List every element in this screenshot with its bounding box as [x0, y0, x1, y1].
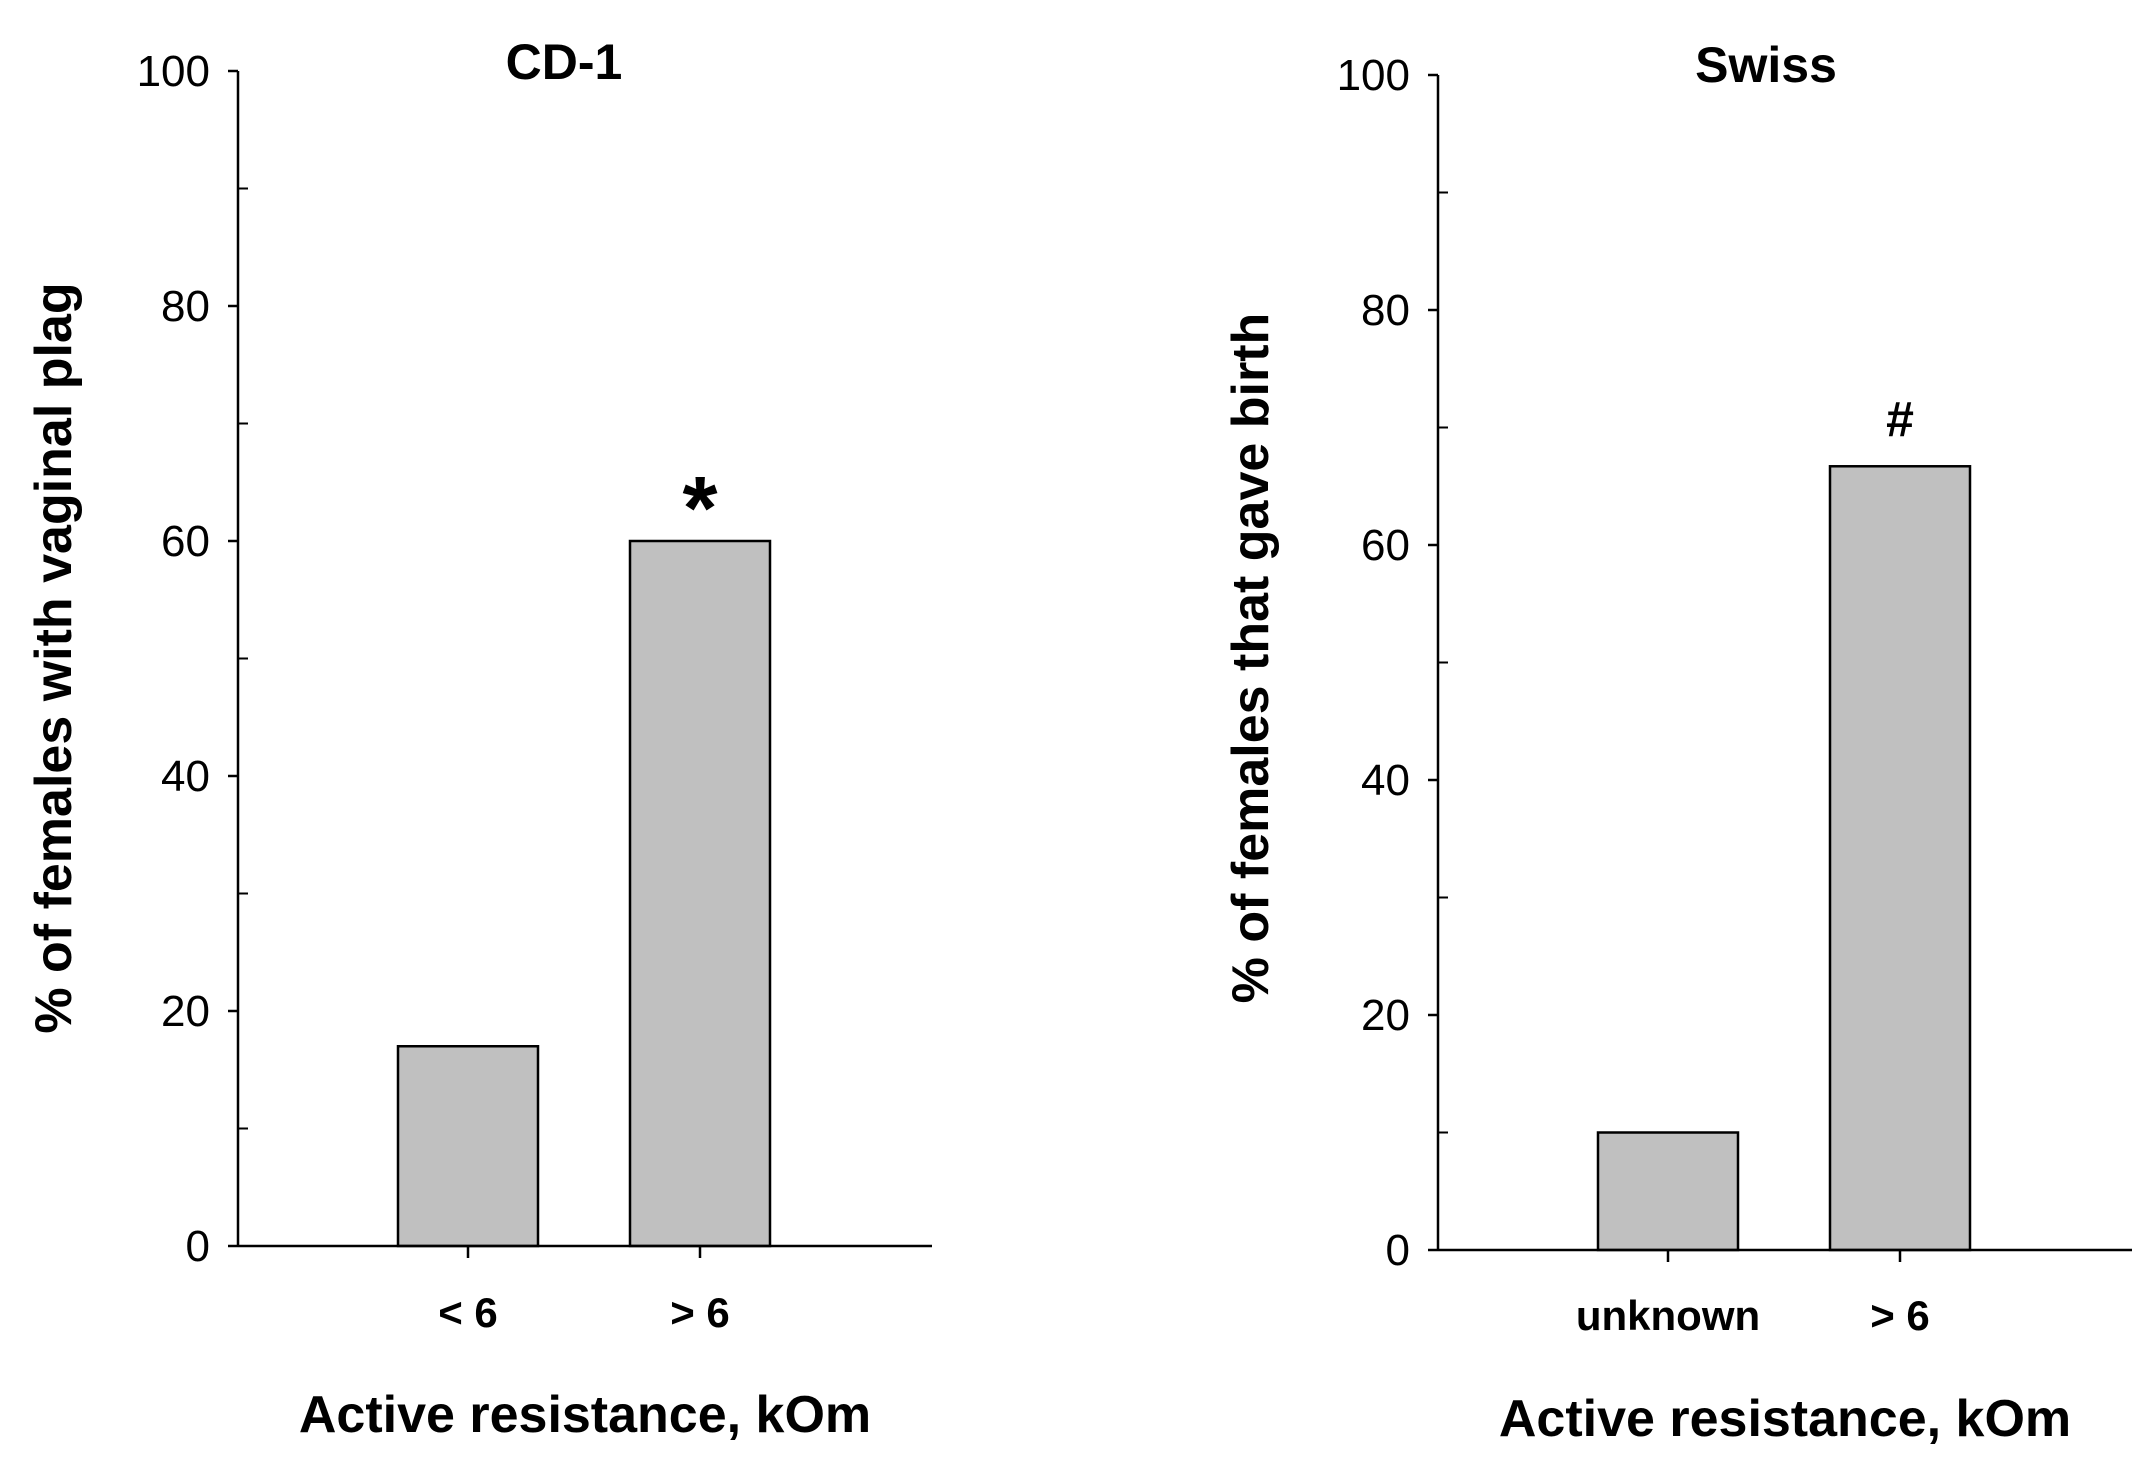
significance-marker: * [682, 459, 717, 559]
y-tick-label: 60 [161, 517, 210, 566]
x-tick-label: > 6 [1870, 1292, 1930, 1339]
y-tick-label: 0 [1386, 1226, 1410, 1275]
y-tick-label: 20 [1361, 991, 1410, 1040]
chart-panel-swiss: 0 20 40 60 80 100 unknown > 6 # Swiss % of females… [1222, 37, 2132, 1448]
x-tick-label: < 6 [438, 1289, 498, 1336]
bar-1 [1596, 1131, 1740, 1252]
y-tick-label: 80 [1361, 286, 1410, 335]
chart-title: Swiss [1695, 37, 1837, 93]
bar-2 [628, 539, 772, 1248]
x-tick-label: > 6 [670, 1289, 730, 1336]
significance-marker: # [1886, 391, 1914, 447]
x-tick-label: unknown [1576, 1292, 1760, 1339]
x-axis-title: Active resistance, kOm [1499, 1390, 2071, 1448]
y-axis-title: % of females with vaginal plag [25, 282, 83, 1033]
y-tick-label: 0 [186, 1222, 210, 1271]
y-tick-label: 80 [161, 282, 210, 331]
bar-1 [396, 1045, 540, 1248]
x-axis-title: Active resistance, kOm [299, 1386, 871, 1444]
y-tick-label: 40 [161, 752, 210, 801]
y-tick-label: 40 [1361, 756, 1410, 805]
chart-title: CD-1 [506, 34, 623, 90]
bar-2 [1828, 465, 1972, 1252]
y-tick-label: 20 [161, 987, 210, 1036]
y-tick-label: 100 [1337, 51, 1410, 100]
y-axis-title: % of females that gave birth [1222, 313, 1280, 1004]
y-tick-label: 60 [1361, 521, 1410, 570]
chart-panel-cd1: 0 20 40 60 80 100 < 6 > 6 * CD-1 % of females with… [25, 34, 932, 1444]
y-tick-label: 100 [137, 47, 210, 96]
